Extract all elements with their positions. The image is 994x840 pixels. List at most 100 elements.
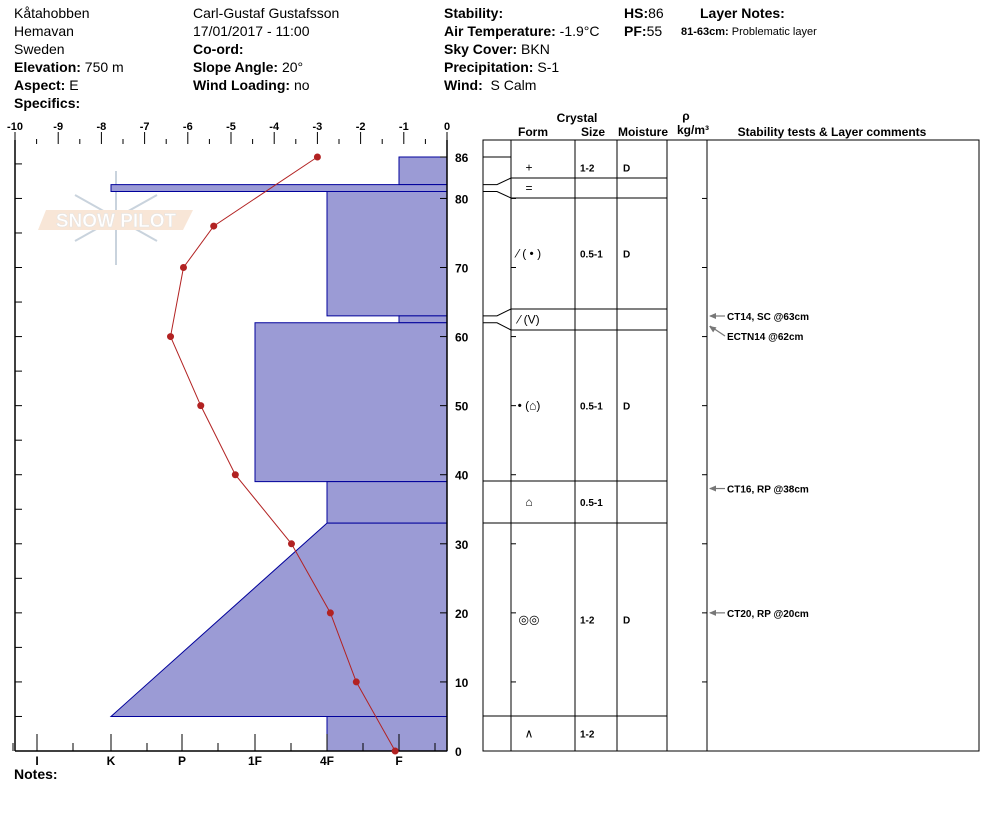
depth-label: 50	[455, 400, 469, 414]
grain-size: 1-2	[580, 616, 595, 627]
depth-label: 20	[455, 607, 469, 621]
header-size: Size	[581, 125, 605, 139]
snow-pilot-logo: SNOW PILOT	[38, 171, 193, 265]
moisture: D	[623, 402, 630, 413]
snow-depth-info: HS:86 PF:55	[624, 4, 664, 40]
temp-tick-label: -1	[399, 121, 409, 133]
temperature-point	[352, 678, 360, 686]
depth-label: 0	[455, 745, 462, 759]
header-crystal: Crystal	[557, 111, 598, 125]
weather-info: Stability: Air Temperature: -1.9°C Sky C…	[444, 4, 600, 94]
stability: Stability:	[444, 5, 504, 21]
temp-tick-label: -2	[356, 121, 366, 133]
hardness-layer	[398, 156, 448, 186]
header-density: kg/m³	[677, 123, 709, 137]
notes-label: Notes:	[14, 766, 58, 782]
depth-label: 60	[455, 331, 469, 345]
header-comments: Stability tests & Layer comments	[738, 125, 927, 139]
snowflake-icon	[74, 194, 158, 242]
temp-tick-label: -7	[140, 121, 150, 133]
depth-label: 10	[455, 676, 469, 690]
depth-label: 40	[455, 469, 469, 483]
aspect: Aspect: E	[14, 77, 79, 93]
temp-tick-label: -9	[53, 121, 63, 133]
depth-connector	[483, 308, 512, 317]
hardness-layer	[254, 322, 448, 483]
arrow-head-icon	[709, 609, 716, 616]
arrow-head-icon	[709, 326, 717, 333]
datetime: 17/01/2017 - 11:00	[193, 23, 310, 39]
hs: HS:86	[624, 5, 664, 21]
grain-size: 0.5-1	[580, 402, 603, 413]
depth-connector	[483, 177, 512, 186]
grain-form: ⁄ ( • )	[514, 247, 541, 261]
arrow-head-icon	[709, 485, 716, 492]
wind: Wind: S Calm	[444, 77, 537, 93]
hardness-layer	[326, 481, 448, 524]
hardness-label: P	[178, 754, 186, 768]
elevation: Elevation: 750 m	[14, 59, 124, 75]
temperature-point	[313, 153, 321, 161]
grain-form: ⁄ (V)	[515, 313, 539, 327]
hardness-label: F	[395, 754, 402, 768]
hardness-label: 1F	[248, 754, 262, 768]
grain-size: 1-2	[580, 730, 595, 741]
hardness-label: 4F	[320, 754, 334, 768]
grain-size: 1-2	[580, 164, 595, 175]
location: Kåtahobben	[14, 5, 90, 21]
hardness-layer	[110, 184, 448, 193]
sky-cover: Sky Cover: BKN	[444, 41, 550, 57]
logo-text: SNOW PILOT	[56, 211, 177, 232]
temperature-point	[231, 471, 239, 479]
stability-test-comment: ECTN14 @62cm	[727, 332, 804, 343]
temperature-point	[287, 540, 295, 548]
stability-test-comment: CT14, SC @63cm	[727, 312, 809, 323]
temp-tick-label: -3	[313, 121, 323, 133]
precipitation: Precipitation: S-1	[444, 59, 560, 75]
header-form: Form	[518, 125, 548, 139]
layer-notes-label: Layer Notes:	[700, 5, 785, 21]
depth-label: 86	[455, 151, 469, 165]
temp-tick-label: -5	[226, 121, 236, 133]
region: Hemavan	[14, 23, 74, 39]
grain-form: ◎◎	[519, 613, 540, 627]
temperature-point	[179, 264, 187, 272]
temperature-point	[210, 222, 218, 230]
depth-label: 30	[455, 538, 469, 552]
temperature-line	[170, 156, 396, 752]
location-info: Kåtahobben Hemavan Sweden Elevation: 750…	[14, 4, 124, 112]
grain-form: =	[525, 181, 532, 195]
wind-loading: Wind Loading: no	[193, 77, 310, 93]
temp-tick-label: -10	[7, 121, 23, 133]
temperature-point	[326, 609, 334, 617]
grain-form: • (⌂)	[518, 399, 541, 413]
arrow-head-icon	[709, 313, 716, 319]
moisture: D	[623, 616, 630, 627]
depth-connector	[483, 191, 512, 199]
hardness-layer	[326, 191, 448, 317]
hardness-label: K	[107, 754, 116, 768]
temp-tick-label: 0	[444, 121, 450, 133]
air-temperature: Air Temperature: -1.9°C	[444, 23, 600, 39]
slope-angle: Slope Angle: 20°	[193, 59, 304, 75]
moisture: D	[623, 164, 630, 175]
snowflake-icon	[74, 194, 158, 242]
temp-tick-label: -4	[269, 121, 280, 133]
depth-label: 70	[455, 262, 469, 276]
grain-size: 0.5-1	[580, 498, 603, 509]
temperature-point	[197, 402, 205, 410]
grain-form: ∧	[525, 727, 534, 741]
moisture: D	[623, 250, 630, 261]
observer-info: Carl-Gustaf Gustafsson 17/01/2017 - 11:0…	[193, 4, 339, 94]
depth-connector	[483, 322, 512, 331]
logo-banner	[38, 210, 193, 230]
header-rho: ρ	[682, 109, 689, 123]
stability-test-comment: CT20, RP @20cm	[727, 609, 809, 620]
temperature-point	[391, 747, 399, 755]
temperature-point	[167, 333, 175, 341]
grain-size: 0.5-1	[580, 250, 603, 261]
grain-form: ⌂	[525, 495, 532, 509]
hardness-label: I	[35, 754, 38, 768]
hardness-layer	[109, 522, 448, 717]
